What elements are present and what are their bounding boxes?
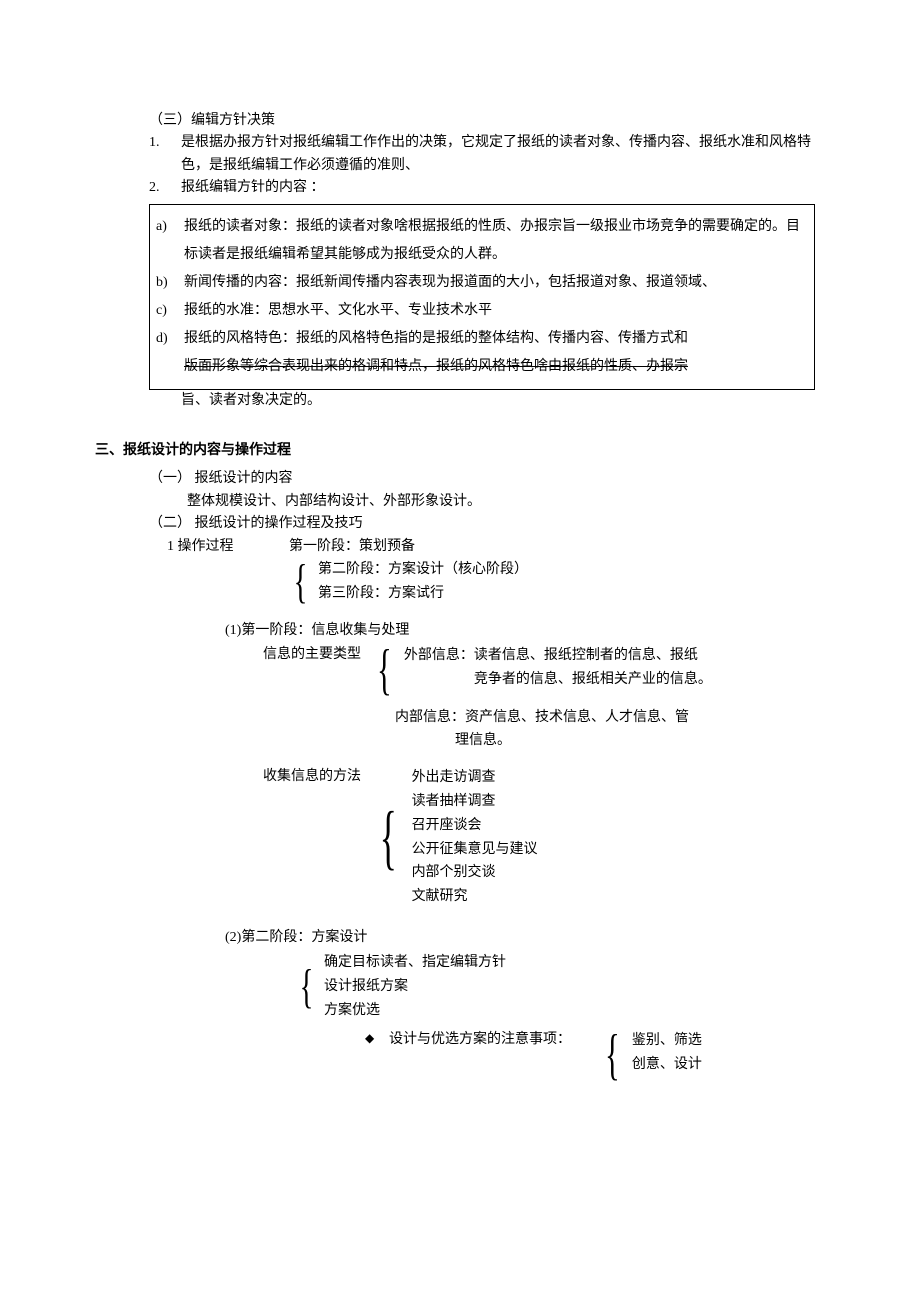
box-d-strike: 版面形象等综合表现出来的格调和特点，报纸的风格特色啥由报纸的性质、办报宗 — [184, 359, 688, 374]
methods-label: 收集信息的方法 — [263, 766, 371, 909]
external-info-2: 竞争者的信息、报纸相关产业的信息。 — [474, 668, 712, 692]
info-types-row: 信息的主要类型 { 外部信息：读者信息、报纸控制者的信息、报纸 竞争者的信息、报… — [263, 644, 825, 697]
box-item-a: a) 报纸的读者对象：报纸的读者对象啥根据报纸的性质、办报宗旨一级报业市场竞争的… — [156, 213, 804, 269]
method-1: 外出走访调查 — [412, 766, 538, 790]
brace-icon: { — [605, 1029, 620, 1082]
phase-label: 1 操作过程 — [167, 536, 289, 606]
internal-info-2: 理信息。 — [455, 730, 825, 752]
box-num: d) — [156, 325, 184, 381]
boxed-content: a) 报纸的读者对象：报纸的读者对象啥根据报纸的性质、办报宗旨一级报业市场竞争的… — [149, 204, 815, 390]
list-text: 是根据办报方针对报纸编辑工作作出的决策，它规定了报纸的读者对象、传播内容、报纸水… — [181, 132, 825, 177]
box-num: b) — [156, 269, 184, 297]
list-text: 报纸编辑方针的内容 ： — [181, 177, 825, 199]
list-num: 2. — [149, 177, 181, 199]
list-num: 1. — [149, 132, 181, 177]
list-item-2: 2. 报纸编辑方针的内容 ： — [149, 177, 825, 199]
note-label: 设计与优选方案的注意事项： — [389, 1029, 599, 1051]
internal-info-1: 内部信息：资产信息、技术信息、人才信息、管 — [395, 707, 825, 729]
method-2: 读者抽样调查 — [412, 790, 538, 814]
box-text: 报纸的水准：思想水平、文化水平、专业技术水平 — [184, 297, 804, 325]
note-2: 创意、设计 — [632, 1053, 702, 1077]
stage-1-title: (1)第一阶段：信息收集与处理 — [225, 620, 825, 642]
sub-1-title: （一） 报纸设计的内容 — [149, 468, 825, 490]
external-info-1: 外部信息：读者信息、报纸控制者的信息、报纸 — [404, 644, 712, 668]
box-d-pre: 报纸的风格特色：报纸的风格特色指的是报纸的整体结构、传播内容、传播方式和 — [184, 331, 688, 346]
brace-icon: { — [377, 644, 392, 697]
stage2-i1: 确定目标读者、指定编辑方针 — [324, 951, 506, 975]
box-num: c) — [156, 297, 184, 325]
after-box-text: 旨、读者对象决定的。 — [181, 390, 825, 412]
box-item-b: b) 新闻传播的内容：报纸新闻传播内容表现为报道面的大小，包括报道对象、报道领域… — [156, 269, 804, 297]
stage2-i2: 设计报纸方案 — [324, 975, 506, 999]
note-row: ◆ 设计与优选方案的注意事项： { 鉴别、筛选 创意、设计 — [365, 1029, 825, 1082]
box-num: a) — [156, 213, 184, 269]
box-text: 报纸的读者对象：报纸的读者对象啥根据报纸的性质、办报宗旨一级报业市场竞争的需要确… — [184, 213, 804, 269]
method-5: 内部个别交谈 — [412, 861, 538, 885]
method-6: 文献研究 — [412, 885, 538, 909]
phase-3: 第三阶段：方案试行 — [318, 582, 528, 606]
box-item-c: c) 报纸的水准：思想水平、文化水平、专业技术水平 — [156, 297, 804, 325]
sub-2-title: （二） 报纸设计的操作过程及技巧 — [149, 513, 825, 535]
sub-1-body: 整体规模设计、内部结构设计、外部形象设计。 — [187, 491, 825, 513]
phase-1: 第一阶段：策划预备 — [289, 536, 825, 558]
stage-2-items: { 确定目标读者、指定编辑方针 设计报纸方案 方案优选 — [295, 951, 825, 1022]
method-4: 公开征集意见与建议 — [412, 838, 538, 862]
info-types-label: 信息的主要类型 — [263, 644, 371, 697]
phase-2: 第二阶段：方案设计（核心阶段） — [318, 558, 528, 582]
brace-icon: { — [300, 963, 314, 1011]
heading-3: （三）编辑方针决策 — [149, 110, 825, 132]
document-page: （三）编辑方针决策 1. 是根据办报方针对报纸编辑工作作出的决策，它规定了报纸的… — [0, 0, 920, 1302]
stage-2-title: (2)第二阶段：方案设计 — [225, 927, 825, 949]
stage2-i3: 方案优选 — [324, 999, 506, 1023]
note-1: 鉴别、筛选 — [632, 1029, 702, 1053]
diamond-icon: ◆ — [365, 1029, 389, 1048]
box-text: 新闻传播的内容：报纸新闻传播内容表现为报道面的大小，包括报道对象、报道领域、 — [184, 269, 804, 297]
brace-icon: { — [294, 558, 308, 606]
phase-row: 1 操作过程 第一阶段：策划预备 { 第二阶段：方案设计（核心阶段） 第三阶段：… — [167, 536, 825, 606]
methods-row: 收集信息的方法 { 外出走访调查 读者抽样调查 召开座谈会 公开征集意见与建议 … — [263, 766, 825, 909]
list-item-1: 1. 是根据办报方针对报纸编辑工作作出的决策，它规定了报纸的读者对象、传播内容、… — [149, 132, 825, 177]
method-3: 召开座谈会 — [412, 814, 538, 838]
box-item-d: d) 报纸的风格特色：报纸的风格特色指的是报纸的整体结构、传播内容、传播方式和 … — [156, 325, 804, 381]
box-text: 报纸的风格特色：报纸的风格特色指的是报纸的整体结构、传播内容、传播方式和 版面形… — [184, 325, 804, 381]
section-3-head: 三、报纸设计的内容与操作过程 — [95, 440, 825, 462]
brace-icon: { — [380, 805, 397, 870]
